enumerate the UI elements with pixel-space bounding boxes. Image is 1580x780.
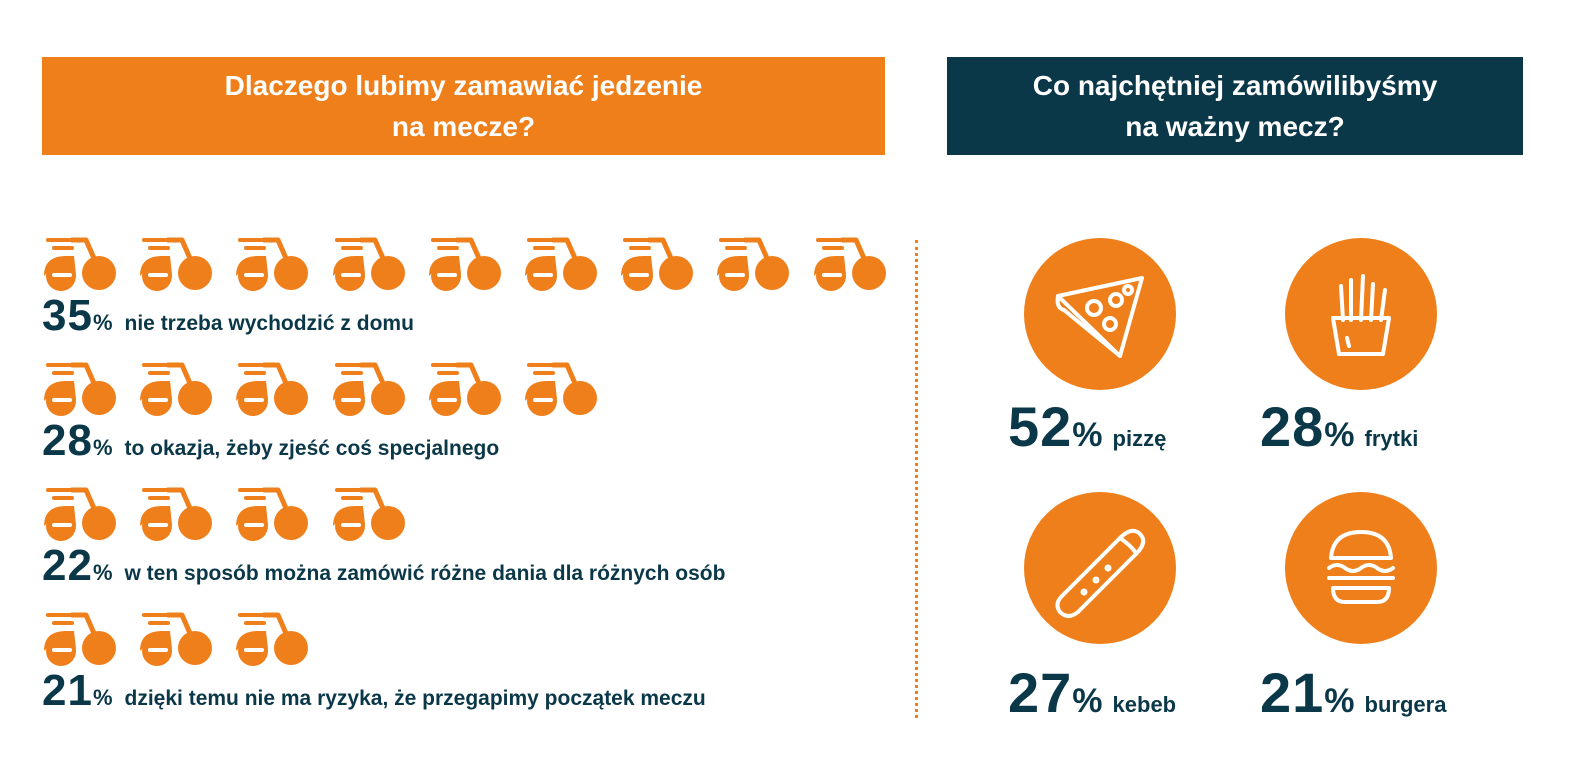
percent-sign: % [1324, 416, 1355, 454]
delivery-scooter-icon [234, 611, 310, 666]
percent-sign: % [1072, 416, 1103, 454]
pizza-icon [1024, 238, 1176, 390]
delivery-scooter-icon [427, 236, 503, 291]
reason-label: w ten sposób można zamówić różne dania d… [124, 562, 726, 585]
reason-text: 22 % w ten sposób można zamówić różne da… [42, 541, 902, 591]
reason-row: 28 % to okazja, żeby zjeść coś specjalne… [42, 361, 902, 466]
delivery-scooter-icon [42, 361, 118, 416]
scooter-icon-row [42, 611, 902, 666]
header-right: Co najchętniej zamówilibyśmy na ważny me… [947, 57, 1523, 155]
reason-label: to okazja, żeby zjeść coś specjalnego [124, 437, 500, 460]
food-text: 28 % frytki [1260, 394, 1418, 459]
fries-icon [1285, 238, 1437, 390]
food-percent: 27 [1008, 661, 1073, 724]
delivery-scooter-icon [138, 361, 214, 416]
delivery-scooter-icon [42, 236, 118, 291]
delivery-scooter-icon [138, 486, 214, 541]
percent-sign: % [92, 435, 113, 460]
delivery-scooter-icon [427, 361, 503, 416]
reason-text: 21 % dzięki temu nie ma ryzyka, że przeg… [42, 666, 902, 716]
delivery-scooter-icon [331, 236, 407, 291]
scooter-icon-row [42, 236, 902, 291]
food-text: 27 % kebeb [1008, 660, 1176, 725]
delivery-scooter-icon [138, 236, 214, 291]
delivery-scooter-icon [331, 361, 407, 416]
percent-sign: % [92, 310, 113, 335]
food-label: pizzę [1112, 426, 1167, 451]
header-right-line2: na ważny mecz? [1125, 111, 1345, 142]
burger-icon [1285, 492, 1437, 644]
percent-sign: % [1324, 682, 1355, 720]
delivery-scooter-icon [523, 236, 599, 291]
header-left-line1: Dlaczego lubimy zamawiać jedzenie [224, 70, 703, 101]
reason-percent: 35 [42, 291, 93, 340]
food-text: 21 % burgera [1260, 660, 1446, 725]
food-percent: 21 [1260, 661, 1325, 724]
reason-label: dzięki temu nie ma ryzyka, że przegapimy… [124, 687, 706, 710]
delivery-scooter-icon [42, 486, 118, 541]
scooter-icon-row [42, 361, 902, 416]
food-percent: 28 [1260, 395, 1325, 458]
food-label: kebeb [1112, 692, 1177, 717]
dotted-divider [915, 240, 918, 718]
reason-percent: 22 [42, 541, 93, 590]
food-label: burgera [1364, 692, 1447, 717]
scooter-icon-row [42, 486, 902, 541]
reason-row: 35 % nie trzeba wychodzić z domu [42, 236, 902, 341]
food-text: 52 % pizzę [1008, 394, 1166, 459]
percent-sign: % [92, 560, 113, 585]
kebab-icon [1024, 492, 1176, 644]
food-label: frytki [1364, 426, 1419, 451]
delivery-scooter-icon [234, 486, 310, 541]
delivery-scooter-icon [619, 236, 695, 291]
delivery-scooter-icon [138, 611, 214, 666]
delivery-scooter-icon [715, 236, 791, 291]
reason-text: 28 % to okazja, żeby zjeść coś specjalne… [42, 416, 902, 466]
percent-sign: % [1072, 682, 1103, 720]
delivery-scooter-icon [234, 361, 310, 416]
reason-label: nie trzeba wychodzić z domu [124, 312, 414, 335]
header-right-line1: Co najchętniej zamówilibyśmy [1032, 70, 1438, 101]
header-left: Dlaczego lubimy zamawiać jedzenie na mec… [42, 57, 885, 155]
header-left-line2: na mecze? [391, 111, 536, 142]
reason-percent: 28 [42, 416, 93, 465]
delivery-scooter-icon [234, 236, 310, 291]
reason-row: 22 % w ten sposób można zamówić różne da… [42, 486, 902, 591]
reason-percent: 21 [42, 666, 93, 715]
delivery-scooter-icon [331, 486, 407, 541]
delivery-scooter-icon [812, 236, 888, 291]
delivery-scooter-icon [42, 611, 118, 666]
food-percent: 52 [1008, 395, 1073, 458]
reason-row: 21 % dzięki temu nie ma ryzyka, że przeg… [42, 611, 902, 716]
delivery-scooter-icon [523, 361, 599, 416]
reason-text: 35 % nie trzeba wychodzić z domu [42, 291, 902, 341]
percent-sign: % [92, 685, 113, 710]
